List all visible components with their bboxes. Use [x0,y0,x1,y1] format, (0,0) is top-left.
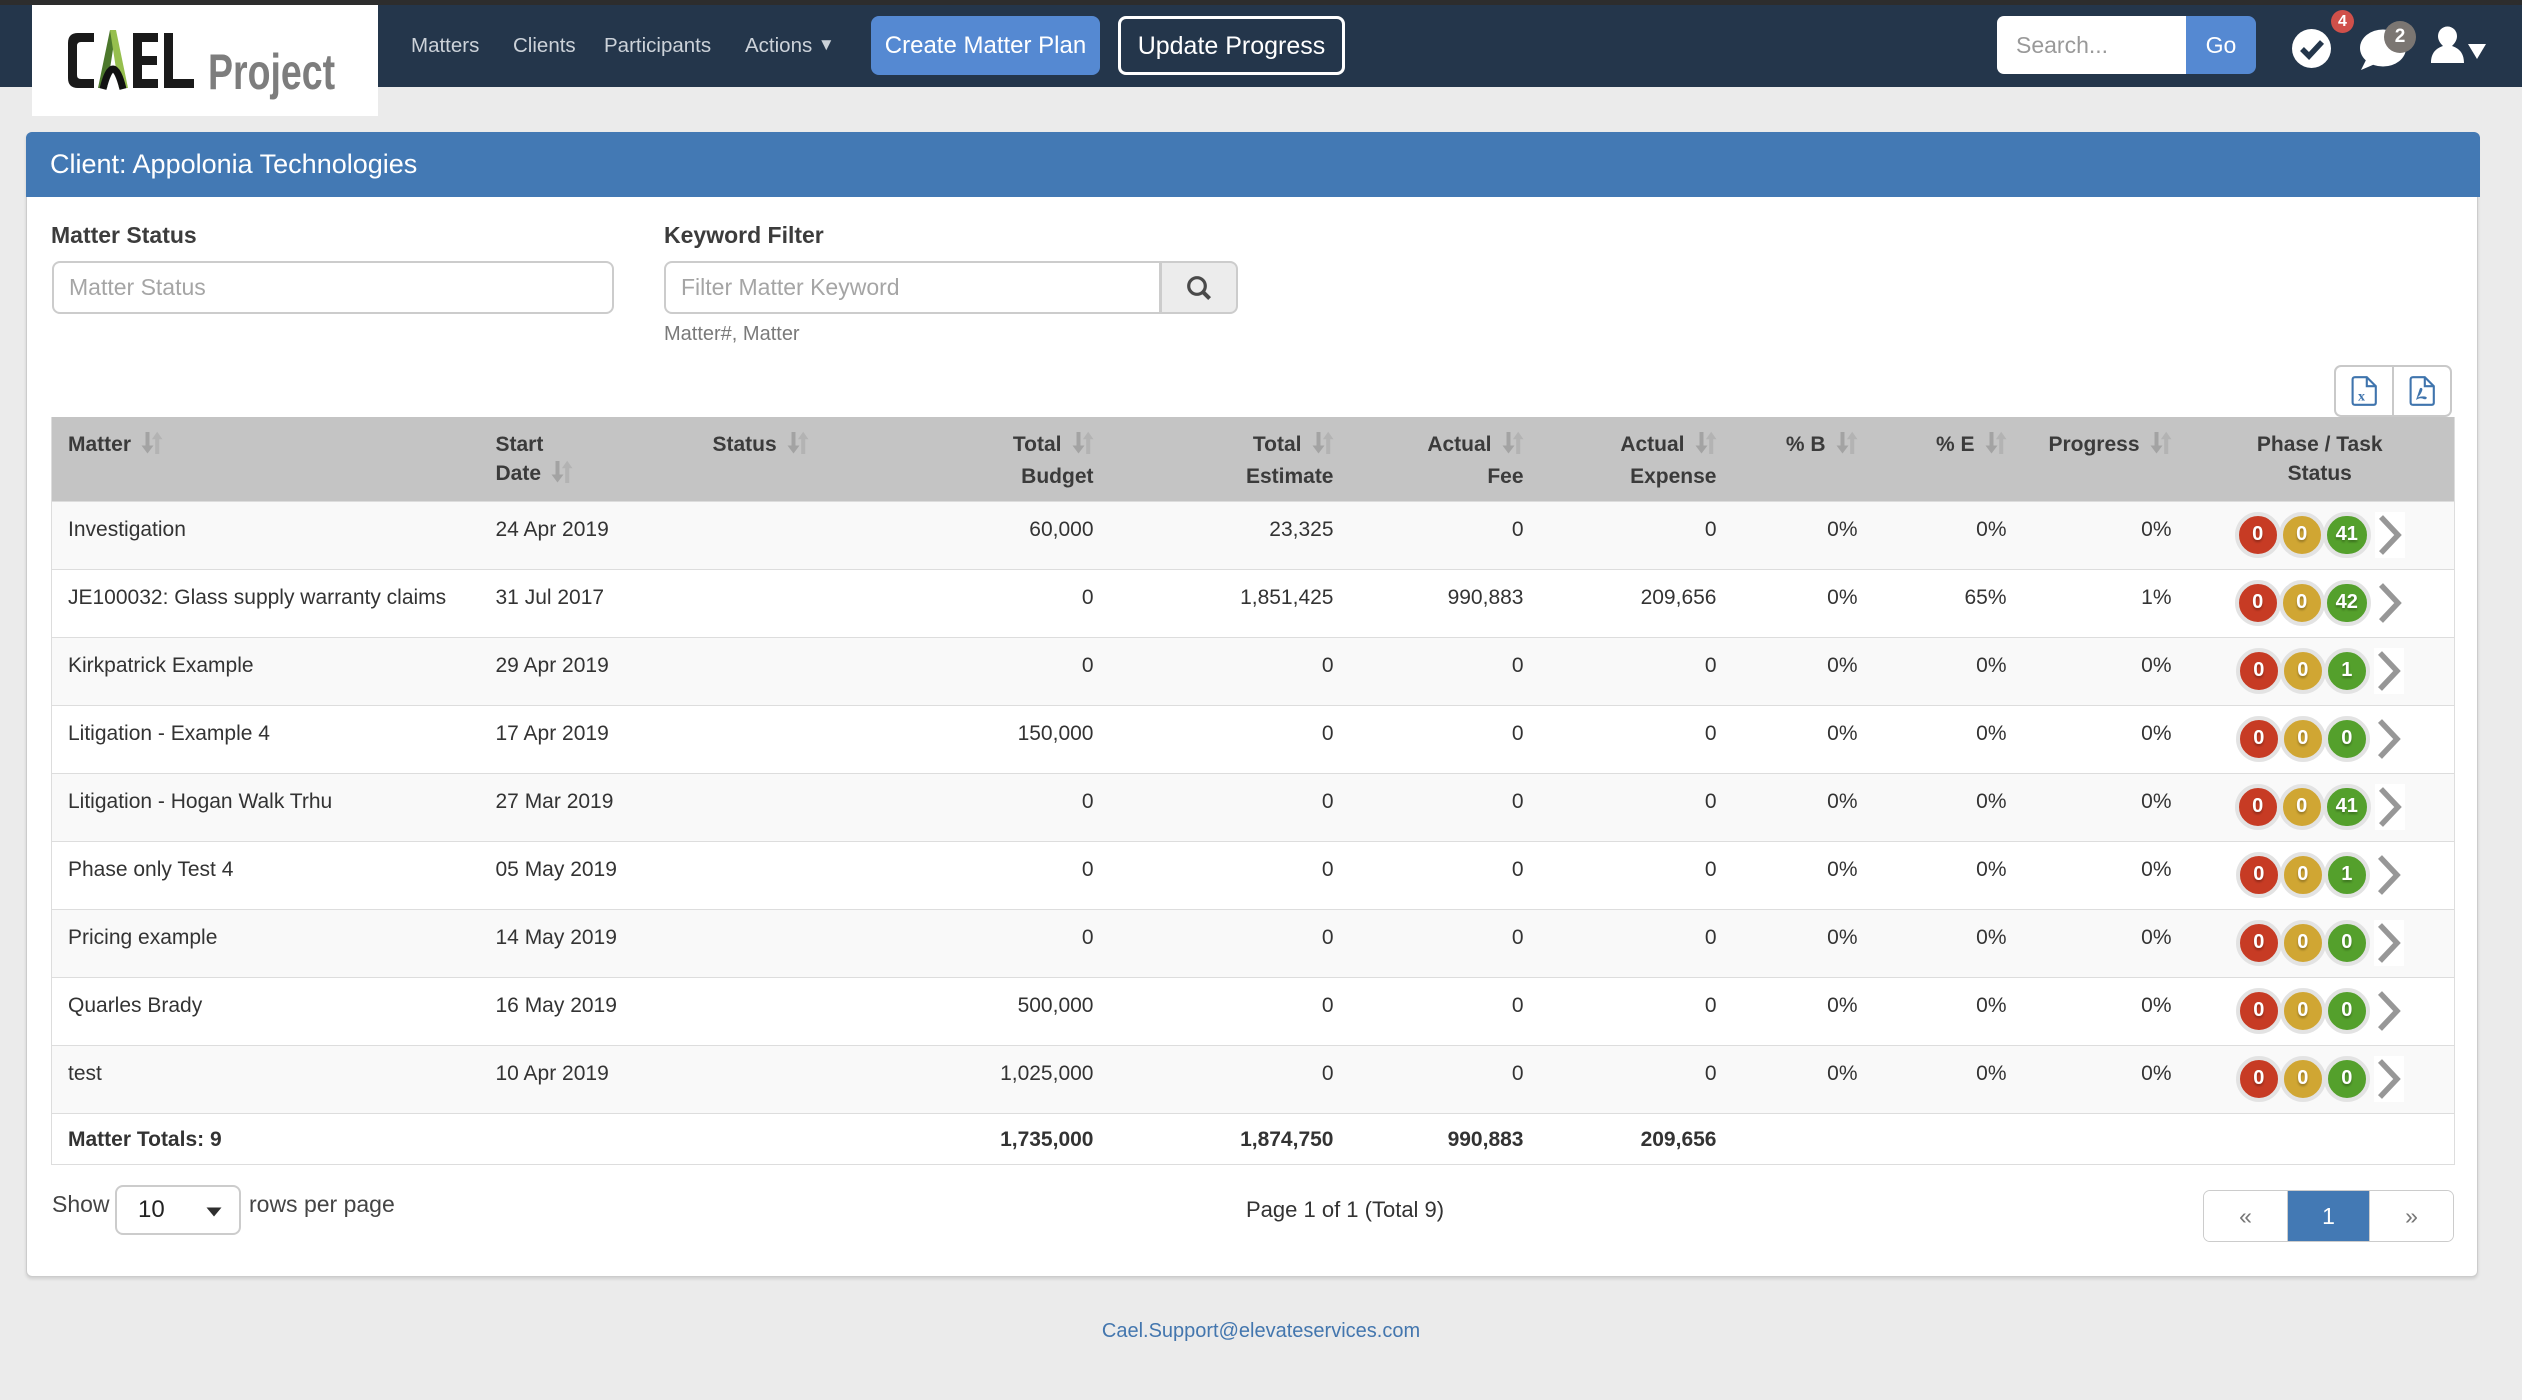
svg-text:Project: Project [208,45,335,100]
svg-text:x: x [2358,390,2365,405]
